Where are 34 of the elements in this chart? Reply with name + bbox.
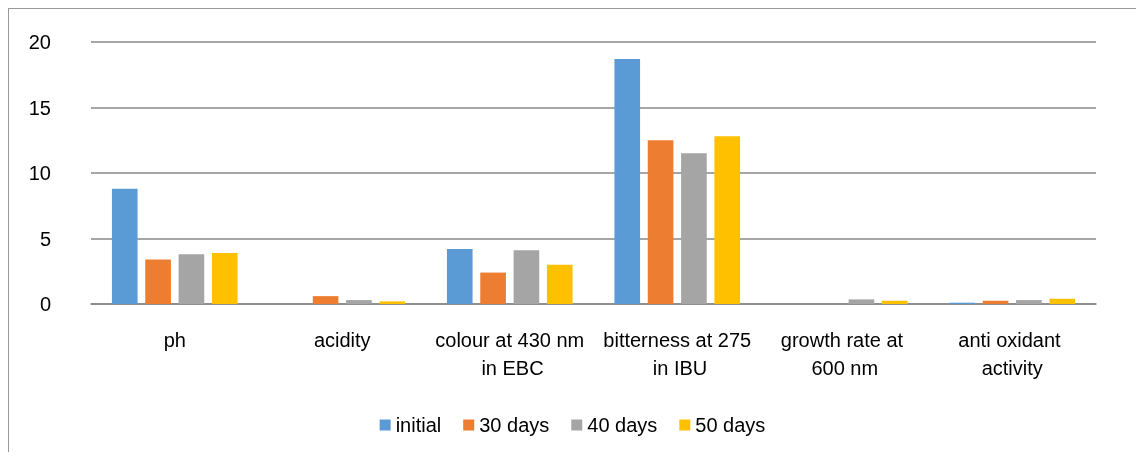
y-tick-label: 10 [28, 162, 51, 184]
x-tick-label: growth rate at 600 nm [780, 329, 909, 379]
x-tick-label: acidity [313, 329, 371, 351]
legend-label: initial [395, 414, 442, 436]
bar [346, 300, 372, 304]
bar [111, 188, 138, 304]
bar [848, 299, 875, 304]
bar [714, 136, 741, 304]
bar [446, 248, 473, 304]
bar [211, 252, 238, 304]
y-tick-label: 5 [39, 227, 51, 250]
bar [513, 250, 540, 304]
y-tick-label: 0 [39, 293, 51, 315]
legend-label: 30 days [479, 414, 550, 436]
bar [546, 264, 573, 304]
bar [178, 254, 205, 304]
y-tick-label: 20 [28, 31, 51, 53]
bar [379, 301, 406, 304]
bar [145, 259, 171, 304]
x-tick-label: bitterness at 275 in IBU [603, 329, 752, 379]
x-tick-label: ph [163, 329, 186, 351]
bar [1016, 300, 1042, 304]
bar [1049, 298, 1076, 304]
bar [881, 300, 908, 304]
bar [480, 272, 506, 304]
bar [647, 140, 674, 304]
bar [312, 296, 339, 304]
legend-label: 50 days [695, 414, 766, 436]
x-tick-label: anti oxidant activity [958, 329, 1067, 379]
bar [614, 59, 641, 304]
x-tick-label: colour at 430 nm in EBC [435, 329, 585, 379]
legend-label: 40 days [587, 414, 658, 436]
bar [681, 153, 707, 304]
y-tick-label: 15 [28, 96, 51, 119]
